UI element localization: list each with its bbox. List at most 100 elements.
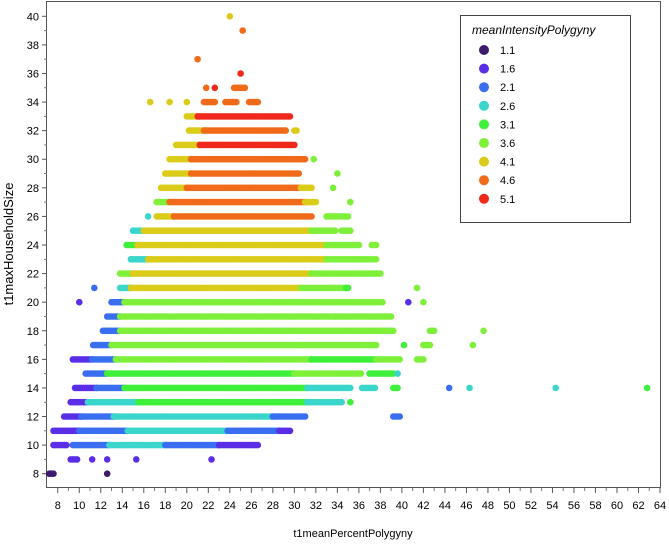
legend-label: 3.6 <box>500 138 515 150</box>
data-point <box>420 298 427 306</box>
legend-label: 1.6 <box>500 64 515 76</box>
data-point <box>103 456 111 463</box>
data-point <box>202 84 210 92</box>
data-point <box>282 127 290 134</box>
data-point <box>371 384 379 392</box>
data-point <box>643 384 651 392</box>
data-point <box>344 213 352 220</box>
data-point <box>396 413 404 420</box>
legend-label: 3.1 <box>500 119 515 131</box>
data-point <box>430 327 438 335</box>
x-tick-label: 42 <box>417 500 429 512</box>
data-point <box>286 113 294 120</box>
data-point <box>241 84 249 92</box>
x-tick-label: 50 <box>503 500 515 512</box>
x-axis: 8 10 12 14 16 18 20 22 24 26 28 30 32 34 36 38 40 42 44 46 4… <box>55 488 666 512</box>
data-point <box>301 413 309 420</box>
x-tick-label: 48 <box>482 500 494 512</box>
y-tick-label: 38 <box>27 40 39 52</box>
x-tick-label: 12 <box>95 500 107 512</box>
legend-marker <box>479 175 489 186</box>
data-point <box>295 170 303 177</box>
legend-title: meanIntensityPolygyny <box>472 23 596 37</box>
x-axis-label: t1meanPercentPolygyny <box>293 528 413 540</box>
y-tick-label: 14 <box>27 383 39 395</box>
legend-marker <box>479 100 489 111</box>
data-point <box>379 298 386 306</box>
x-tick-label: 46 <box>460 500 472 512</box>
data-point <box>372 255 380 263</box>
legend-label: 5.1 <box>500 194 515 206</box>
data-point <box>239 27 246 34</box>
y-tick-label: 40 <box>27 11 39 23</box>
data-point <box>334 170 341 177</box>
data-point <box>426 341 434 349</box>
data-point <box>291 141 298 149</box>
x-tick-label: 54 <box>546 500 558 512</box>
y-tick-label: 10 <box>27 440 39 452</box>
data-point <box>377 270 384 277</box>
x-tick-label: 62 <box>632 500 644 512</box>
x-tick-label: 14 <box>116 500 128 512</box>
data-point <box>208 456 215 463</box>
data-point <box>469 341 477 349</box>
data-point <box>233 98 240 106</box>
x-tick-label: 44 <box>439 500 451 512</box>
legend-label: 4.6 <box>500 175 515 187</box>
x-tick-label: 52 <box>525 500 537 512</box>
data-point <box>387 313 395 320</box>
data-point <box>211 98 219 106</box>
data-point <box>194 55 201 63</box>
x-tick-label: 58 <box>589 500 601 512</box>
y-axis-label: t1maxHouseholdSize <box>1 183 16 306</box>
data-point <box>480 327 487 335</box>
x-tick-label: 8 <box>55 500 61 512</box>
legend-entries: 1.1 1.6 2.1 2.6 3.1 3.6 4.1 4.6 5.1 <box>479 45 515 206</box>
data-point <box>372 341 380 349</box>
data-point <box>91 284 98 292</box>
x-tick-label: 30 <box>288 500 300 512</box>
y-tick-label: 20 <box>27 297 39 309</box>
data-point <box>237 70 244 77</box>
x-tick-label: 56 <box>568 500 580 512</box>
data-point <box>445 384 453 392</box>
y-tick-label: 28 <box>27 183 39 195</box>
data-point <box>357 370 365 377</box>
data-point <box>312 198 320 206</box>
legend-label: 2.1 <box>500 82 515 94</box>
points-layer <box>45 12 651 478</box>
data-point <box>50 470 57 478</box>
data-point <box>355 241 363 249</box>
data-point <box>211 84 219 92</box>
data-point <box>394 384 401 392</box>
data-point <box>390 327 397 335</box>
x-tick-label: 20 <box>181 500 193 512</box>
y-tick-label: 8 <box>33 469 39 481</box>
x-tick-label: 60 <box>611 500 623 512</box>
data-point <box>308 184 315 192</box>
x-tick-label: 26 <box>245 500 257 512</box>
x-tick-label: 22 <box>202 500 214 512</box>
data-point <box>338 398 346 406</box>
data-point <box>331 227 339 234</box>
data-point <box>372 241 380 249</box>
x-tick-label: 34 <box>331 500 343 512</box>
data-point <box>133 456 140 463</box>
legend-marker <box>479 138 489 148</box>
y-tick-label: 16 <box>27 354 39 366</box>
data-point <box>144 213 152 220</box>
legend-marker <box>479 156 489 167</box>
x-tick-label: 40 <box>396 500 408 512</box>
x-tick-label: 36 <box>353 500 365 512</box>
data-point <box>103 470 111 478</box>
legend-label: 4.1 <box>500 157 515 169</box>
data-point <box>347 198 354 206</box>
data-point <box>347 398 354 406</box>
legend-marker <box>479 193 489 204</box>
data-point <box>413 284 421 292</box>
y-tick-label: 32 <box>27 126 39 138</box>
legend-marker <box>479 63 489 74</box>
data-point <box>308 213 315 220</box>
data-point <box>146 98 154 106</box>
y-tick-label: 30 <box>27 154 39 166</box>
